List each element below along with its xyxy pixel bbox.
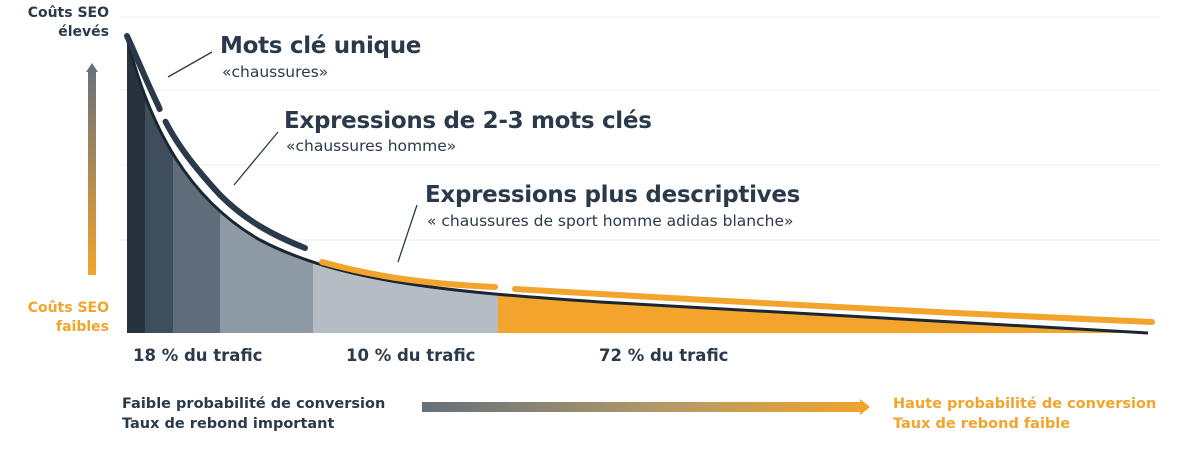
category-title: Mots clé unique	[220, 33, 422, 59]
demand-curve	[125, 37, 1149, 335]
high-cost-line2: élevés	[58, 24, 109, 40]
tail-band	[319, 259, 498, 290]
head-band	[124, 33, 308, 251]
tail-band	[512, 286, 1155, 325]
high-cost-label: Coûts SEO élevés	[28, 4, 109, 42]
traffic-label: 72 % du trafic	[599, 346, 729, 365]
segment-head-1	[127, 38, 145, 333]
high-conversion-label: Haute probabilité de conversion Taux de …	[893, 394, 1156, 434]
category-example: «chaussures»	[222, 63, 329, 81]
segment-head-3	[173, 38, 220, 333]
traffic-label: 18 % du trafic	[133, 346, 263, 365]
high-conversion-line1: Haute probabilité de conversion	[893, 396, 1157, 412]
high-conversion-line2: Taux de rebond faible	[893, 416, 1071, 432]
low-cost-line2: faibles	[56, 319, 109, 335]
low-cost-line1: Coûts SEO	[27, 300, 109, 316]
traffic-label: 10 % du trafic	[346, 346, 476, 365]
category-example: «chaussures homme»	[286, 137, 457, 155]
segment-tail	[498, 38, 1148, 333]
low-cost-label: Coûts SEO faibles	[28, 299, 109, 337]
category-example: « chaussures de sport homme adidas blanc…	[427, 212, 794, 230]
category-title: Expressions de 2-3 mots clés	[284, 108, 652, 134]
leader-line	[397, 204, 418, 263]
conversion-arrow	[422, 399, 870, 415]
segment-head-2	[145, 38, 173, 333]
leader-line	[233, 131, 279, 186]
category-title: Expressions plus descriptives	[425, 182, 801, 208]
leader-line	[167, 51, 213, 78]
low-conversion-line2: Taux de rebond important	[122, 416, 335, 432]
cost-arrow	[86, 63, 98, 275]
low-conversion-line1: Faible probabilité de conversion	[122, 396, 386, 412]
low-conversion-label: Faible probabilité de conversion Taux de…	[122, 394, 385, 434]
high-cost-line1: Coûts SEO	[27, 5, 109, 21]
